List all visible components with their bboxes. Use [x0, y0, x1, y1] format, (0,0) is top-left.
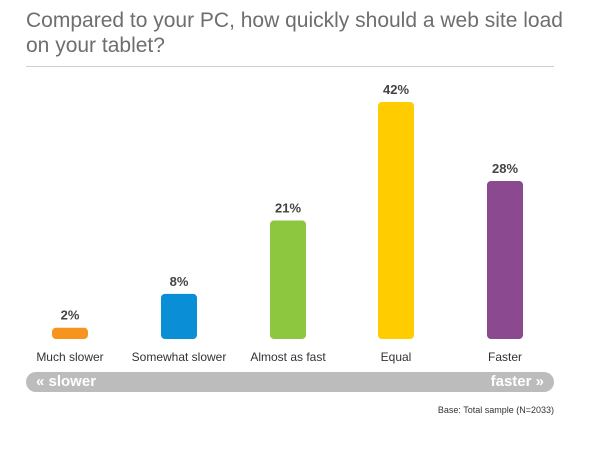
value-label: 8%	[170, 274, 189, 289]
chart-title: Compared to your PC, how quickly should …	[26, 9, 563, 57]
value-label: 21%	[275, 201, 301, 216]
scale-slower-label: « slower	[36, 373, 97, 390]
category-label: Equal	[381, 350, 412, 364]
scale-faster-label: faster »	[490, 373, 544, 390]
base-footnote: Base: Total sample (N=2033)	[437, 405, 554, 415]
title-divider	[26, 66, 554, 67]
bar-chart: 2% Much slower 8% Somewhat slower 21% Almost …	[36, 82, 523, 364]
value-label: 2%	[61, 308, 80, 323]
bar-faster	[487, 181, 523, 339]
speed-scale-bar: « slower faster »	[26, 372, 554, 392]
bar-much-slower	[52, 327, 88, 339]
bar-somewhat-slower	[161, 293, 197, 339]
category-label: Faster	[488, 350, 522, 364]
bar-equal	[378, 102, 414, 339]
value-label: 42%	[383, 82, 409, 97]
category-label: Almost as fast	[250, 350, 326, 364]
category-label: Much slower	[36, 350, 103, 364]
bar-almost-as-fast	[270, 220, 306, 339]
category-label: Somewhat slower	[132, 350, 227, 364]
value-label: 28%	[492, 161, 518, 176]
